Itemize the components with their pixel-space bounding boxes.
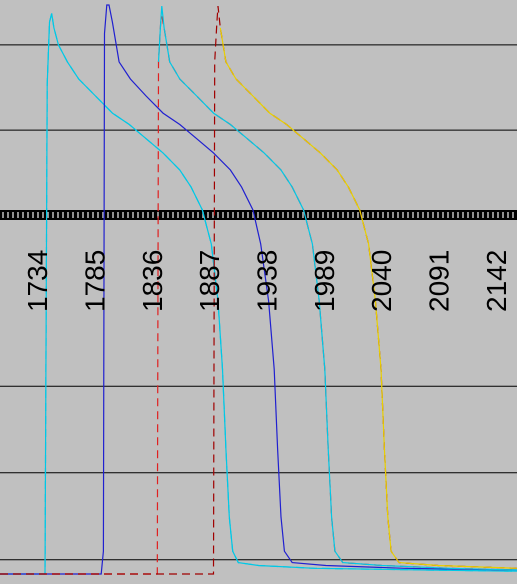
x-axis-band	[0, 210, 517, 220]
x-tick-label: 2040	[366, 250, 397, 312]
x-tick-label: 1785	[80, 250, 111, 312]
x-tick-label: 2091	[423, 250, 454, 312]
x-tick-label: 1836	[137, 250, 168, 312]
x-tick-label: 1989	[309, 250, 340, 312]
x-tick-label: 1734	[22, 250, 53, 312]
x-tick-label: 1938	[252, 250, 283, 312]
x-tick-label: 2142	[481, 250, 512, 312]
x-tick-label: 1887	[194, 250, 225, 312]
x-tick-labels: 1734 1785 1836 1887 1938 1989 2040 2091 2142	[22, 250, 512, 312]
